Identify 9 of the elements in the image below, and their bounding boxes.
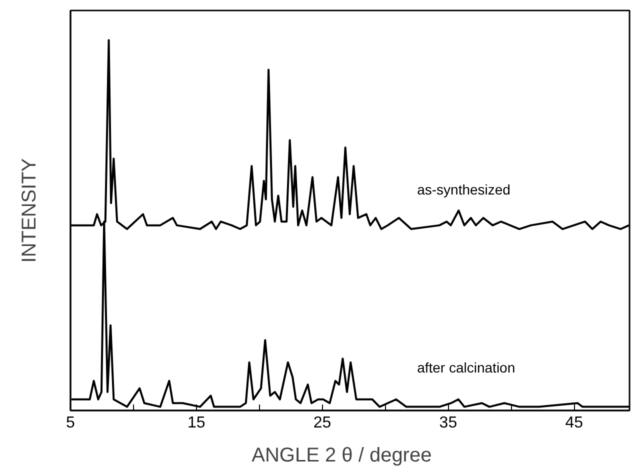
x-axis-title: ANGLE 2 θ / degree <box>252 444 432 466</box>
x-tick-label: 45 <box>565 414 584 432</box>
y-axis-title: INTENSITY <box>18 158 40 263</box>
text: after calcination <box>417 359 516 376</box>
x-tick-label: 15 <box>188 414 206 432</box>
series-label: as-synthesized <box>417 182 510 198</box>
x-tick-label: 25 <box>313 414 332 432</box>
x-tick-label: 35 <box>439 414 458 432</box>
x-tick-label: 5 <box>66 414 76 432</box>
